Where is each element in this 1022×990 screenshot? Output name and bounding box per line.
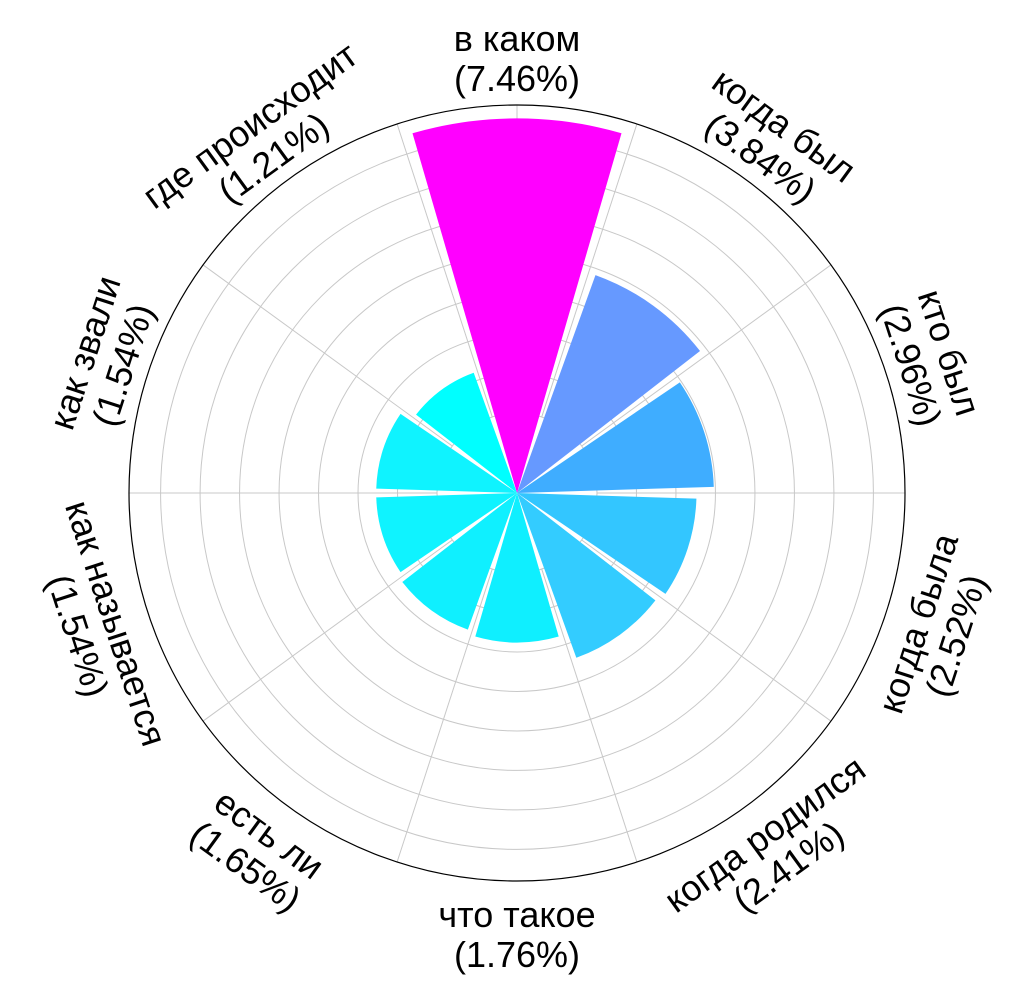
grid-spoke [202,539,453,722]
grid-spoke [581,264,832,447]
bar-1 [517,275,701,493]
category-label-group: когда была(2.52%) [870,527,995,718]
grid-spoke [541,568,638,863]
bar-3 [517,493,697,594]
category-label-group: что такое(1.76%) [438,894,595,975]
category-label-group: как называется(1.54%) [39,495,175,751]
category-label-group: есть ли(1.65%) [183,781,332,920]
bar-4 [517,493,656,658]
category-label-group: когда был(3.84%) [698,60,864,211]
bar-5 [475,493,559,643]
bar-2 [517,382,714,493]
category-percent: (1.76%) [454,934,580,975]
bar-0 [412,118,622,493]
grid-spoke [396,123,493,418]
grid-spoke [581,539,832,722]
category-label-group: где происходит(1.21%) [135,34,365,217]
grid-spoke [396,568,493,863]
category-label-group: в каком(7.46%) [454,18,581,99]
bar-6 [402,493,517,630]
category-label-group: когда родился(2.41%) [657,748,873,921]
bar-layer [376,118,714,658]
category-label-group: кто был(2.96%) [872,285,989,432]
category-name: в каком [454,18,581,59]
bar-7 [376,493,517,573]
category-name: что такое [438,894,595,935]
label-layer: в каком(7.46%) когда был(3.84%)кто был(2.… [39,18,995,975]
grid-spoke [202,264,453,447]
bar-9 [416,372,517,493]
grid-layer [128,104,906,882]
grid-spoke [541,123,638,418]
outer-ring [128,104,906,882]
bar-8 [376,413,517,493]
category-percent: (7.46%) [454,58,580,99]
category-label-group: как звали(1.54%) [41,271,162,435]
